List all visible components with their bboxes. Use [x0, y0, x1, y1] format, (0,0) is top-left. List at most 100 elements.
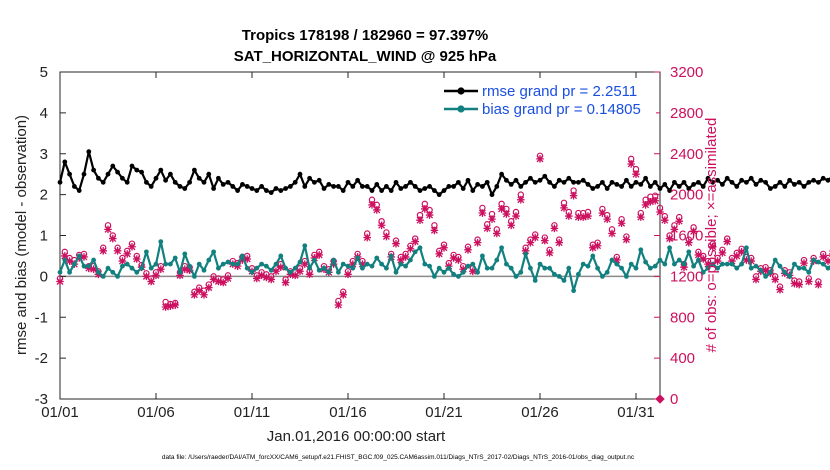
- bias-point: [686, 249, 692, 255]
- bias-point: [422, 261, 428, 267]
- rmse-point: [249, 186, 255, 191]
- y-right-tick-label: 800: [670, 309, 695, 326]
- rmse-point: [480, 184, 485, 189]
- rmse-point: [259, 184, 264, 189]
- rmse-point: [792, 182, 797, 187]
- bias-point: [456, 273, 461, 279]
- obs-assimilated-point: [545, 249, 554, 257]
- bias-point: [340, 261, 346, 267]
- rmse-point: [715, 177, 720, 183]
- bias-point: [187, 263, 193, 269]
- bias-point: [537, 261, 543, 267]
- bias-point: [355, 255, 360, 261]
- rmse-point: [225, 179, 231, 185]
- rmse-point: [182, 186, 188, 191]
- bias-point: [211, 249, 217, 255]
- bias-point: [120, 263, 125, 269]
- rmse-point: [76, 188, 82, 193]
- obs-assimilated-point: [209, 275, 218, 284]
- bias-point: [777, 263, 783, 269]
- obs-assimilated-point: [761, 266, 770, 275]
- obs-assimilated-point: [181, 265, 189, 274]
- rmse-point: [518, 184, 524, 189]
- rmse-point: [739, 177, 744, 183]
- obs-assimilated-point: [214, 277, 223, 286]
- rmse-point: [576, 179, 581, 185]
- bias-point: [739, 261, 744, 267]
- rmse-point: [772, 184, 778, 189]
- obs-assimilated-point: [584, 212, 592, 220]
- bias-point: [816, 259, 821, 265]
- rmse-point: [796, 179, 802, 185]
- rmse-point: [499, 171, 504, 177]
- y-left-tick-label: 0: [40, 268, 48, 285]
- plot-area: [56, 71, 830, 404]
- rmse-point: [340, 188, 346, 193]
- rmse-point: [489, 192, 495, 198]
- bias-point: [177, 269, 183, 275]
- bias-point: [292, 265, 298, 271]
- plot-frame: [59, 71, 661, 400]
- bias-point: [691, 263, 696, 269]
- obs-assimilated-point: [560, 204, 568, 212]
- obs-assimilated-point: [613, 256, 621, 264]
- rmse-point: [374, 182, 380, 187]
- obs-assimilated-point: [253, 274, 261, 283]
- y-left-tick-label: -3: [35, 391, 48, 408]
- bias-point: [825, 265, 830, 271]
- bias-point: [76, 253, 82, 259]
- obs-assimilated-point: [536, 155, 544, 163]
- bias-point: [547, 265, 552, 271]
- obs-assimilated-point: [776, 285, 784, 294]
- bias-point: [360, 265, 365, 271]
- obs-assimilated-point: [449, 254, 458, 262]
- rmse-point: [580, 177, 586, 183]
- rmse-point: [484, 179, 490, 185]
- obs-assimilated-point: [257, 271, 266, 280]
- obs-assimilated-point: [478, 209, 487, 217]
- rmse-point: [806, 179, 812, 185]
- obs-assimilated-point: [339, 290, 347, 299]
- obs-assimilated-point: [493, 229, 501, 238]
- rmse-point: [57, 179, 63, 185]
- bias-point: [129, 265, 135, 271]
- bias-point: [590, 253, 596, 259]
- rmse-point: [686, 186, 692, 191]
- obs-assimilated-point: [805, 277, 813, 286]
- rmse-point: [153, 175, 159, 181]
- bias-point: [508, 265, 514, 271]
- obs-assimilated-point: [397, 256, 405, 264]
- obs-assimilated-point: [646, 197, 655, 206]
- obs-assimilated-point: [733, 252, 741, 260]
- obs-assimilated-point: [377, 221, 386, 230]
- obs-assimilated-point: [507, 221, 515, 230]
- rmse-point: [542, 173, 548, 179]
- rmse-point: [139, 169, 145, 175]
- bias-point: [72, 261, 77, 267]
- bias-point: [576, 271, 581, 277]
- obs-assimilated-point: [392, 239, 400, 248]
- obs-assimilated-point: [291, 271, 299, 280]
- rmse-point: [720, 182, 725, 187]
- bias-point: [326, 269, 332, 275]
- obs-assimilated-point: [622, 235, 631, 244]
- obs-assimilated-point: [277, 263, 285, 271]
- obs-assimilated-point: [637, 213, 645, 221]
- rmse-point: [192, 167, 197, 173]
- footnote: data file: /Users/raeder/DAI/ATM_forcXX/…: [162, 454, 635, 461]
- rmse-point: [336, 184, 341, 189]
- rmse-series: [57, 149, 830, 198]
- rmse-point: [643, 175, 648, 181]
- obs-assimilated-point: [147, 277, 155, 286]
- obs-assimilated-point: [550, 224, 559, 233]
- bias-point: [801, 265, 807, 271]
- rmse-point: [432, 188, 437, 193]
- bias-point: [379, 261, 384, 267]
- obs-assimilated-point: [133, 255, 141, 263]
- bias-point: [532, 278, 538, 283]
- bias-point: [566, 265, 572, 271]
- rmse-point: [86, 149, 92, 155]
- bias-point: [504, 261, 509, 267]
- bias-point: [513, 273, 519, 279]
- bias-point: [297, 259, 303, 265]
